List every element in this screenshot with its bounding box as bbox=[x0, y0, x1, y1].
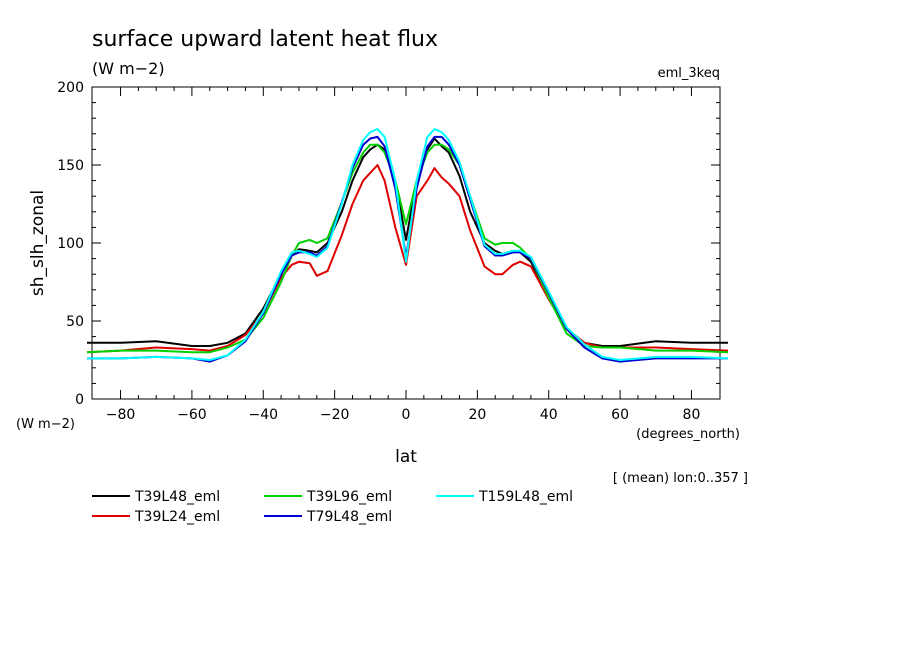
legend: T39L48_eml T39L24_eml T39L96_eml T79L48_eml… bbox=[92, 489, 573, 525]
y-tick-label: 150 bbox=[57, 158, 84, 174]
x-tick-label: 20 bbox=[468, 407, 486, 423]
legend-label: T39L24_eml bbox=[134, 509, 220, 525]
axis-ticks bbox=[92, 86, 720, 400]
x-tick-label: −20 bbox=[320, 407, 350, 423]
x-tick-label: −80 bbox=[106, 407, 136, 423]
series-lines bbox=[86, 128, 729, 363]
chart-title: surface upward latent heat flux bbox=[92, 27, 438, 52]
x-tick-label: −60 bbox=[177, 407, 207, 423]
y-tick-label: 200 bbox=[57, 80, 84, 96]
x-axis-units: (degrees_north) bbox=[636, 427, 740, 442]
series-line-T159L48_eml bbox=[87, 128, 729, 361]
x-tick-label: −40 bbox=[248, 407, 278, 423]
legend-label: T39L96_eml bbox=[306, 489, 392, 505]
legend-label: T159L48_eml bbox=[478, 489, 573, 505]
y-tick-label: 50 bbox=[66, 314, 84, 330]
x-tick-label: 40 bbox=[540, 407, 558, 423]
y-tick-label: 0 bbox=[75, 392, 84, 408]
experiment-label: eml_3keq bbox=[658, 66, 720, 81]
x-tick-label: 60 bbox=[611, 407, 629, 423]
legend-label: T79L48_eml bbox=[306, 509, 392, 525]
chart-subtitle: (W m−2) bbox=[92, 59, 165, 78]
series-line-T39L24_eml bbox=[86, 164, 729, 354]
x-axis-label: lat bbox=[395, 447, 417, 467]
axis-tick-labels: −80 −60 −40 −20 0 20 40 60 80 0 50 100 150 200 bbox=[57, 80, 700, 423]
series-line-T39L96_eml bbox=[86, 143, 729, 354]
x-tick-label: 0 bbox=[402, 407, 411, 423]
averaging-note: [ (mean) lon:0..357 ] bbox=[613, 471, 748, 486]
y-axis-units: (W m−2) bbox=[16, 417, 75, 432]
y-tick-label: 100 bbox=[57, 236, 84, 252]
legend-label: T39L48_eml bbox=[134, 489, 220, 505]
x-tick-label: 80 bbox=[683, 407, 701, 423]
y-axis-label: sh_slh_zonal bbox=[28, 190, 48, 296]
